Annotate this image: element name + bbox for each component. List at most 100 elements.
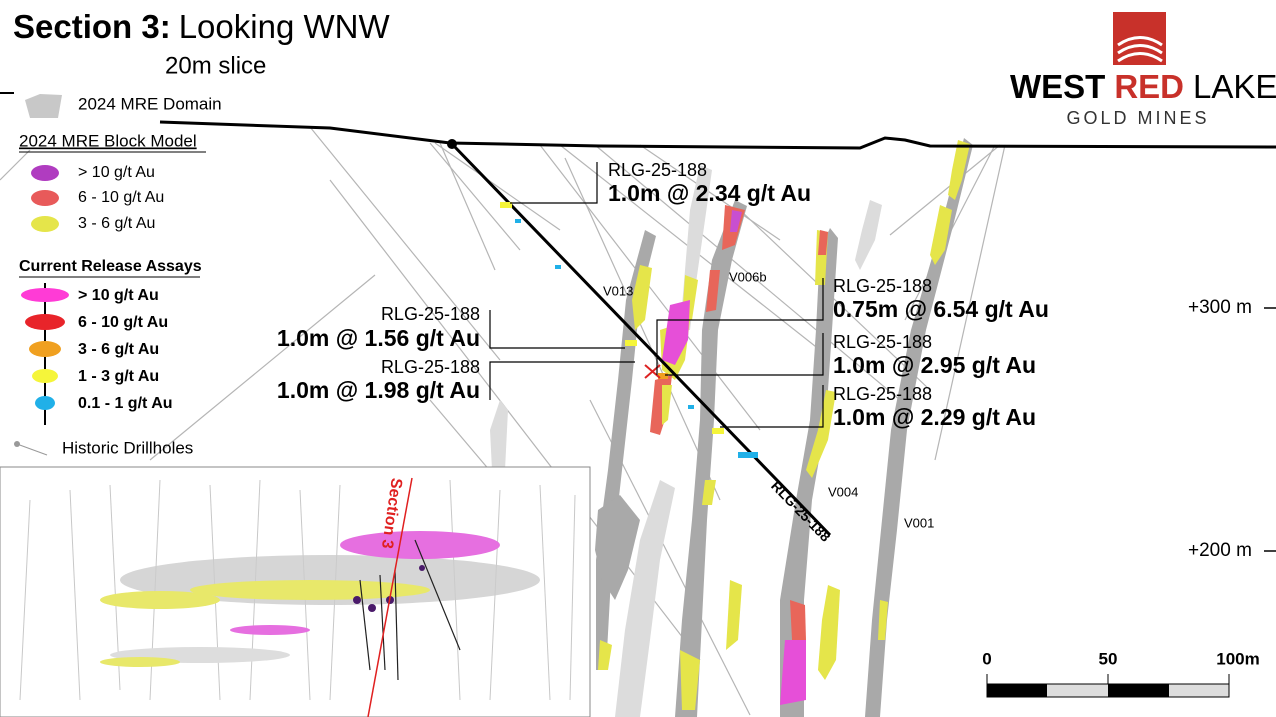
grade-block: [598, 140, 970, 710]
title-bold: Section 3:: [13, 8, 171, 45]
grade-block: [680, 650, 700, 710]
logo-lake: LAKE: [1193, 68, 1276, 105]
historic-drillhole: [889, 144, 1001, 236]
elevation-label: +300 m: [1188, 297, 1252, 318]
collar: [447, 139, 457, 149]
inset-map: [379, 574, 386, 671]
intercept-result: 1.0m @ 2.29 g/t Au: [833, 404, 1036, 430]
inset-map: [419, 565, 425, 571]
historic-drillhole: [594, 144, 901, 401]
legend-label: 3 - 6 g/t Au: [78, 341, 159, 358]
grade-block: [662, 300, 690, 365]
scale-bar: [1108, 684, 1169, 697]
inset-map: [340, 531, 500, 559]
grade-block: [948, 140, 970, 200]
inset-map: [359, 579, 371, 671]
historic-drillhole: [0, 149, 31, 181]
inset-map: [100, 591, 220, 609]
grade-block: [730, 210, 742, 232]
logo: [1113, 12, 1166, 65]
scale-label: 100m: [1216, 649, 1259, 668]
text: WEST RED LAKE: [1010, 68, 1276, 105]
leader-line: [510, 162, 598, 204]
grade-block: [706, 270, 720, 312]
scale-label: 50: [1099, 649, 1118, 668]
historic-drillhole: [539, 144, 761, 431]
legend-label: 6 - 10 g/t Au: [78, 314, 168, 331]
inset-map: [367, 477, 413, 717]
subtitle: 20m slice: [165, 52, 266, 79]
legend-heading: Current Release Assays: [19, 258, 202, 275]
scale-bar: [1169, 684, 1229, 697]
legend-label: 1 - 3 g/t Au: [78, 368, 159, 385]
grade-block: [598, 640, 612, 670]
legend-label: > 10 g/t Au: [78, 287, 159, 304]
inset-map: [368, 604, 376, 612]
assay-marker: [712, 428, 724, 434]
grade-block: [930, 205, 952, 265]
grade-block: [632, 265, 652, 330]
legend-label: 6 - 10 g/t Au: [78, 189, 164, 206]
historic-drillhole: [429, 142, 521, 251]
grade-block: [818, 230, 828, 255]
grade-block: [790, 600, 806, 640]
assay-marker: [688, 405, 694, 409]
logo-subtitle: GOLD MINES: [1066, 108, 1209, 128]
legend-swatch: [16, 443, 48, 456]
scale-bar: [986, 674, 1230, 698]
grade-block: [780, 640, 806, 705]
assay-marker: [555, 265, 561, 269]
vein: [595, 495, 640, 600]
historic-drillhole: [934, 144, 1006, 461]
hole-id: RLG-25-188: [608, 160, 707, 180]
assay-marker: [500, 202, 512, 208]
legend-swatch: [31, 190, 59, 206]
leader-line: [489, 310, 625, 349]
inset-map: [359, 539, 461, 681]
leader-line: [656, 278, 824, 375]
inset-map: [100, 657, 180, 667]
hole-id: RLG-25-188: [833, 332, 932, 352]
grade-block: [662, 385, 672, 425]
vein-label: V001: [904, 515, 934, 530]
hole-id: RLG-25-188: [381, 304, 480, 324]
legend-swatch: [31, 165, 59, 181]
hole-id: RLG-25-188: [833, 384, 932, 404]
legend-label: 3 - 6 g/t Au: [78, 215, 155, 232]
historic-drillhole: [639, 144, 781, 241]
inset-map: [353, 565, 425, 612]
assay-marker: [515, 219, 521, 223]
inset-map: [414, 539, 461, 651]
light-domain: [490, 400, 508, 470]
legend-label: 2024 MRE Domain: [78, 94, 222, 113]
intercept-result: 1.0m @ 2.95 g/t Au: [833, 352, 1036, 378]
leader-line: [665, 333, 824, 376]
elevation-label: +200 m: [1188, 540, 1252, 561]
intercept-result: 0.75m @ 6.54 g/t Au: [833, 296, 1049, 322]
domain-swatch: [25, 94, 62, 118]
legend-label: 0.1 - 1 g/t Au: [78, 395, 173, 412]
historic-drillhole: [149, 274, 376, 461]
legend-swatch: [21, 288, 69, 302]
legend-swatch: [32, 369, 58, 383]
inset-map: [539, 484, 551, 701]
leader-line: [489, 361, 635, 400]
intercept-result: 1.0m @ 1.98 g/t Au: [277, 377, 480, 403]
title-rest: Looking WNW: [179, 8, 391, 45]
historic-drillhole: [439, 142, 496, 271]
grade-block: [806, 390, 836, 478]
historic-drillhole: [309, 126, 501, 361]
inset-map: [19, 499, 31, 701]
inset-map: [353, 596, 361, 604]
grade-block: [726, 580, 742, 650]
vein: [675, 200, 747, 717]
leader-line: [489, 162, 824, 428]
inset-map: [69, 489, 81, 701]
grade-block: [702, 480, 716, 505]
historic-drillhole: [434, 142, 561, 231]
inset-map: [394, 569, 399, 681]
legend-swatch: [35, 396, 55, 410]
vein-label: V004: [828, 484, 858, 499]
inset-map: [0, 466, 591, 717]
